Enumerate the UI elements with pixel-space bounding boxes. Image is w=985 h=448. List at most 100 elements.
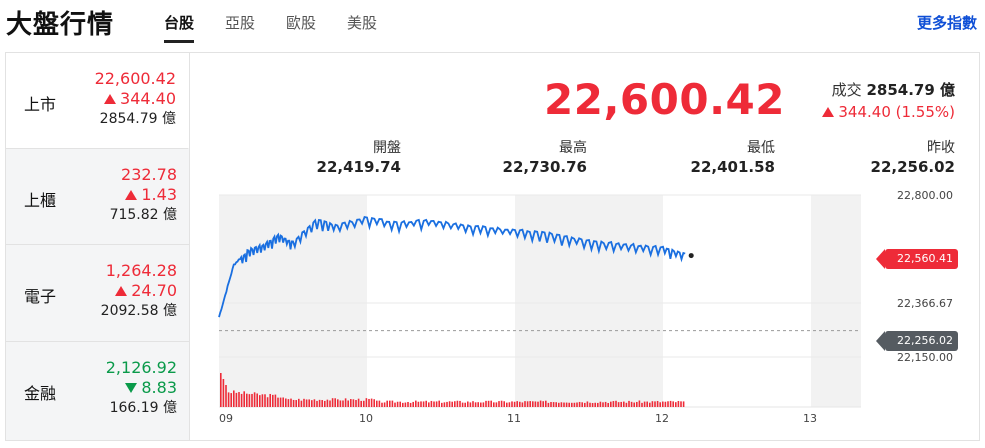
market-item-electronics[interactable]: 電子 1,264.28 24.70 2092.58 億 xyxy=(6,245,189,342)
volume-line: 成交 2854.79 億 xyxy=(832,79,955,100)
volume-bar xyxy=(542,401,544,407)
volume-bar xyxy=(438,400,440,407)
volume-bar xyxy=(654,401,656,407)
stat-label: 昨收 xyxy=(927,140,955,156)
volume-bar xyxy=(285,398,287,407)
volume-bar xyxy=(487,400,490,407)
more-indices-link[interactable]: 更多指數 xyxy=(916,14,977,32)
volume-bar xyxy=(472,401,474,407)
volume-bar xyxy=(404,402,407,407)
volume-bar xyxy=(664,401,667,407)
volume-bar xyxy=(259,395,261,407)
volume-bar xyxy=(357,398,360,407)
volume-bar xyxy=(516,401,518,407)
volume-bar xyxy=(303,398,305,407)
tab-europe[interactable]: 歐股 xyxy=(286,14,317,32)
volume-bar xyxy=(422,401,425,407)
volume-bar xyxy=(420,401,422,407)
volume-bar xyxy=(604,401,607,407)
volume-bar xyxy=(318,399,321,407)
volume-bar xyxy=(558,402,560,407)
volume-bar xyxy=(368,398,370,407)
volume-bar xyxy=(506,402,508,407)
tab-tw[interactable]: 台股 xyxy=(164,12,195,43)
volume-bar xyxy=(409,402,412,407)
volume-bar xyxy=(292,399,295,407)
market-item-finance[interactable]: 金融 2,126.92 8.83 166.19 億 xyxy=(6,342,189,440)
market-change: 8.83 xyxy=(141,378,177,397)
volume-bar xyxy=(298,398,300,407)
volume-bar xyxy=(677,400,680,407)
volume-bar xyxy=(290,398,292,407)
volume-bar xyxy=(649,402,651,407)
market-change: 344.40 xyxy=(120,89,176,108)
stat-value: 22,401.58 xyxy=(690,158,775,176)
volume-bar xyxy=(643,401,646,407)
market-volume: 166.19 億 xyxy=(109,400,177,416)
volume-bar xyxy=(682,401,685,407)
volume-bar xyxy=(402,402,404,407)
volume-bar xyxy=(656,400,659,407)
volume-bar xyxy=(617,402,620,407)
volume-bar xyxy=(287,399,290,407)
tab-us[interactable]: 美股 xyxy=(347,14,378,32)
market-price: 232.78 xyxy=(121,165,177,184)
volume-bar xyxy=(269,393,271,407)
x-tick-label: 10 xyxy=(359,412,373,425)
volume-bar xyxy=(383,402,386,407)
volume-bar xyxy=(513,401,516,407)
volume-bar xyxy=(638,400,641,407)
volume-bar xyxy=(493,402,495,407)
market-tabs: 台股 亞股 歐股 美股 xyxy=(164,12,408,43)
stat-value: 22,730.76 xyxy=(502,158,587,176)
volume-bar xyxy=(378,400,381,407)
volume-bar xyxy=(659,402,661,407)
volume-bar xyxy=(253,392,256,407)
market-price: 2,126.92 xyxy=(105,358,177,377)
hour-band xyxy=(811,195,861,407)
volume-bar xyxy=(667,401,669,407)
volume-bar xyxy=(370,398,373,407)
volume-bar xyxy=(477,402,479,407)
volume-bar xyxy=(625,402,628,407)
volume-bar xyxy=(261,394,264,407)
volume-bar xyxy=(412,401,414,407)
tab-asia[interactable]: 亞股 xyxy=(225,14,256,32)
volume-bar xyxy=(365,398,368,407)
volume-bar xyxy=(534,401,537,407)
volume-bar xyxy=(352,399,355,407)
x-tick-label: 09 xyxy=(219,412,233,425)
volume-bar xyxy=(662,401,664,407)
volume-bar xyxy=(386,400,388,407)
market-name: 金融 xyxy=(24,384,57,403)
stat-value: 22,419.74 xyxy=(316,158,401,176)
volume-bar xyxy=(435,401,438,407)
volume-bar xyxy=(526,401,529,407)
stat-label: 開盤 xyxy=(373,140,401,156)
last-price-dot xyxy=(688,253,694,259)
volume-bar xyxy=(459,400,461,407)
volume-bar xyxy=(313,399,316,407)
volume-bar xyxy=(456,400,459,407)
volume-bar xyxy=(586,401,589,407)
intraday-chart: 22,800.00 22,366.67 22,150.00 09 10 11 12 13 xyxy=(218,189,953,425)
volume-value: 2854.79 億 xyxy=(866,81,955,99)
volume-bar xyxy=(389,400,391,407)
volume-bar xyxy=(500,400,503,407)
y-tick-label: 22,800.00 xyxy=(897,189,953,202)
market-item-otc[interactable]: 上櫃 232.78 1.43 715.82 億 xyxy=(6,149,189,245)
volume-bar xyxy=(581,402,583,407)
market-item-listed[interactable]: 上市 22,600.42 344.40 2854.79 億 xyxy=(6,53,189,149)
volume-bar xyxy=(519,401,521,407)
volume-bar xyxy=(578,401,581,407)
volume-bar xyxy=(503,401,505,407)
volume-bar xyxy=(641,402,643,407)
volume-bar xyxy=(321,400,323,407)
stat-prev-close: 昨收 22,256.02 xyxy=(871,137,955,176)
volume-bar xyxy=(537,401,539,407)
volume-bar xyxy=(326,399,329,407)
hour-band xyxy=(515,195,663,407)
volume-bar xyxy=(633,402,635,407)
volume-bar xyxy=(381,402,383,407)
volume-bar xyxy=(620,401,622,407)
